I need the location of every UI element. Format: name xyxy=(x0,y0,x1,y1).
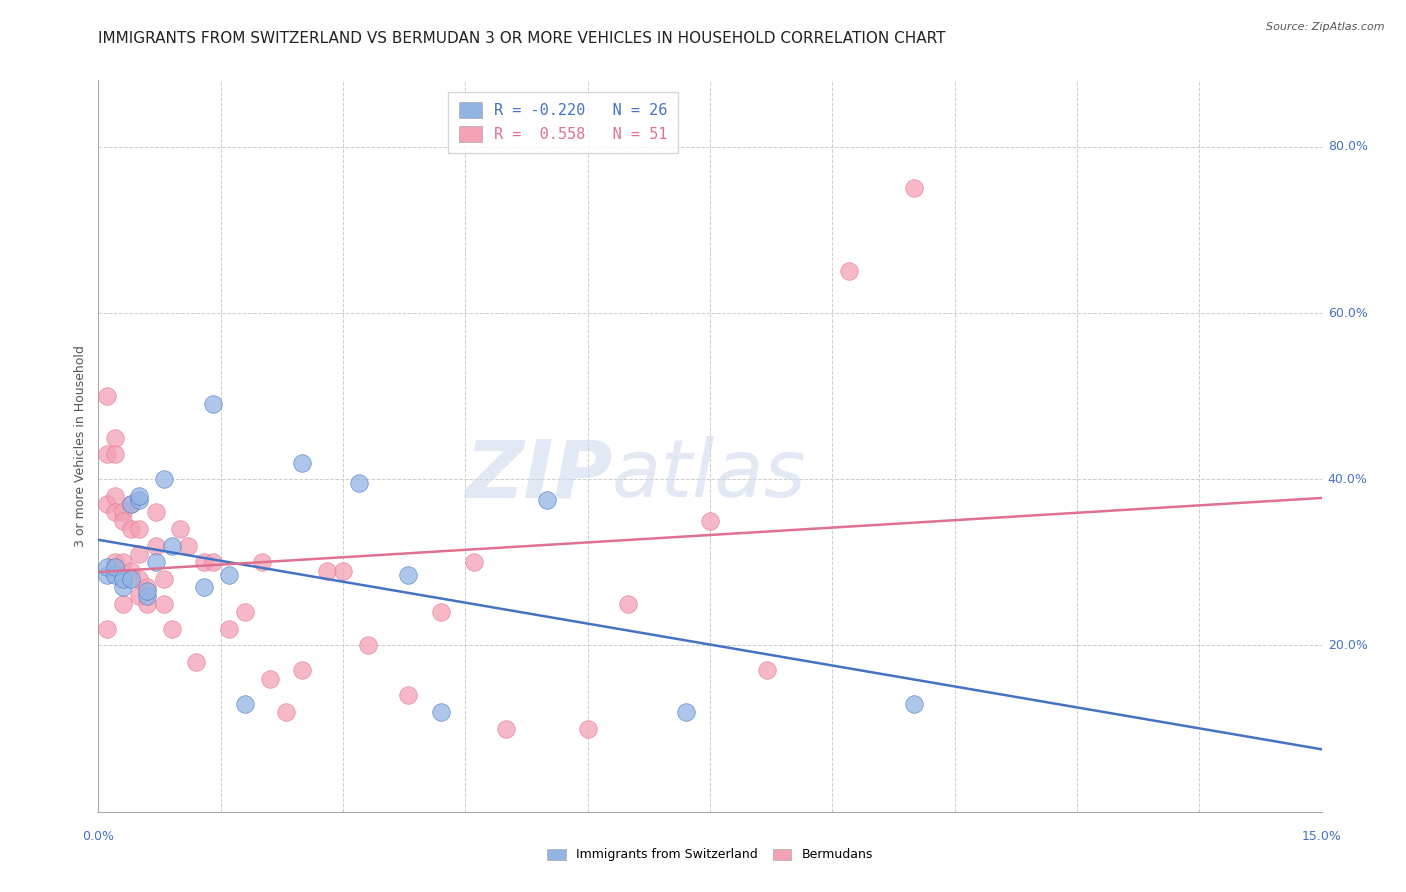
Point xyxy=(104,567,127,582)
Point xyxy=(193,555,215,569)
Point xyxy=(160,539,183,553)
Point xyxy=(152,472,174,486)
Point xyxy=(218,622,240,636)
Point xyxy=(96,622,118,636)
Point xyxy=(177,539,200,553)
Point xyxy=(838,264,860,278)
Point xyxy=(274,705,297,719)
Point xyxy=(315,564,337,578)
Point xyxy=(332,564,354,578)
Point xyxy=(259,672,281,686)
Point xyxy=(136,597,159,611)
Text: Source: ZipAtlas.com: Source: ZipAtlas.com xyxy=(1267,22,1385,32)
Point xyxy=(104,431,127,445)
Point xyxy=(152,597,174,611)
Point xyxy=(617,597,640,611)
Point xyxy=(903,181,925,195)
Point xyxy=(136,580,159,594)
Point xyxy=(128,547,150,561)
Point xyxy=(430,605,453,619)
Point xyxy=(120,564,142,578)
Point xyxy=(128,522,150,536)
Point xyxy=(233,697,256,711)
Point xyxy=(186,655,208,669)
Point xyxy=(96,389,118,403)
Point xyxy=(396,689,419,703)
Point xyxy=(218,567,240,582)
Point xyxy=(356,639,378,653)
Point xyxy=(128,493,150,508)
Text: 60.0%: 60.0% xyxy=(1327,307,1368,319)
Text: atlas: atlas xyxy=(612,436,807,515)
Point xyxy=(536,493,558,508)
Point xyxy=(111,597,134,611)
Point xyxy=(675,705,697,719)
Text: 15.0%: 15.0% xyxy=(1302,830,1341,843)
Legend: Immigrants from Switzerland, Bermudans: Immigrants from Switzerland, Bermudans xyxy=(541,842,879,868)
Point xyxy=(396,567,419,582)
Point xyxy=(104,506,127,520)
Point xyxy=(128,572,150,586)
Point xyxy=(201,555,224,569)
Point xyxy=(576,722,599,736)
Point xyxy=(136,589,159,603)
Text: 0.0%: 0.0% xyxy=(83,830,114,843)
Text: 80.0%: 80.0% xyxy=(1327,140,1368,153)
Point xyxy=(120,497,142,511)
Point xyxy=(111,555,134,569)
Point xyxy=(152,572,174,586)
Point xyxy=(495,722,517,736)
Point xyxy=(104,555,127,569)
Point xyxy=(756,664,779,678)
Point xyxy=(349,476,371,491)
Point xyxy=(145,539,167,553)
Point xyxy=(96,559,118,574)
Point xyxy=(233,605,256,619)
Point xyxy=(96,497,118,511)
Text: IMMIGRANTS FROM SWITZERLAND VS BERMUDAN 3 OR MORE VEHICLES IN HOUSEHOLD CORRELAT: IMMIGRANTS FROM SWITZERLAND VS BERMUDAN … xyxy=(98,31,946,46)
Point xyxy=(128,589,150,603)
Point xyxy=(96,567,118,582)
Point xyxy=(430,705,453,719)
Point xyxy=(120,497,142,511)
Y-axis label: 3 or more Vehicles in Household: 3 or more Vehicles in Household xyxy=(75,345,87,547)
Text: 40.0%: 40.0% xyxy=(1327,473,1368,486)
Point xyxy=(699,514,721,528)
Point xyxy=(201,397,224,411)
Point xyxy=(111,580,134,594)
Point xyxy=(250,555,273,569)
Point xyxy=(145,555,167,569)
Point xyxy=(463,555,485,569)
Point xyxy=(111,514,134,528)
Point xyxy=(903,697,925,711)
Text: 20.0%: 20.0% xyxy=(1327,639,1368,652)
Point xyxy=(104,489,127,503)
Point xyxy=(120,572,142,586)
Point xyxy=(96,447,118,461)
Point xyxy=(104,559,127,574)
Point xyxy=(111,506,134,520)
Point xyxy=(291,664,314,678)
Point xyxy=(104,447,127,461)
Point xyxy=(193,580,215,594)
Point xyxy=(145,506,167,520)
Point xyxy=(111,572,134,586)
Point xyxy=(128,489,150,503)
Point xyxy=(136,584,159,599)
Point xyxy=(291,456,314,470)
Point xyxy=(120,522,142,536)
Text: ZIP: ZIP xyxy=(465,436,612,515)
Point xyxy=(160,622,183,636)
Point xyxy=(169,522,191,536)
